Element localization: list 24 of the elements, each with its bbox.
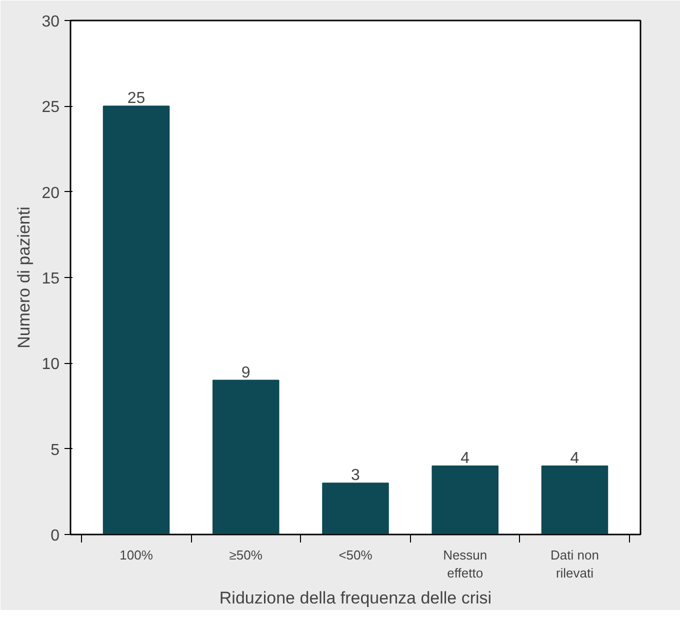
y-tick-label: 15 [42,270,60,288]
y-tick-label: 30 [42,14,60,30]
data-label: 9 [241,364,250,382]
data-label: 4 [460,450,470,467]
bar [102,106,170,534]
y-tick-label: 10 [42,356,60,374]
y-tick-label: 0 [50,528,60,544]
x-tick-label: 100% [120,548,154,562]
bar [322,482,389,534]
bar [541,465,608,534]
bar [432,465,498,534]
y-axis-title: Numero di pazienti [14,206,34,348]
x-axis-title: Riduzione della frequenza delle crisi [219,588,492,608]
x-tick-label: <50% [338,548,373,562]
data-label: 3 [351,467,360,484]
x-tick-label: Dati non rilevati [550,548,599,580]
bar [212,380,280,534]
x-tick-label: ≥50% [229,548,263,562]
data-label: 4 [570,450,580,467]
y-tick-label: 20 [42,184,60,202]
data-label: 25 [127,90,146,108]
x-tick-label: Nessun effetto [443,548,488,580]
y-tick-label: 25 [42,99,60,116]
y-tick-label: 5 [50,442,60,459]
